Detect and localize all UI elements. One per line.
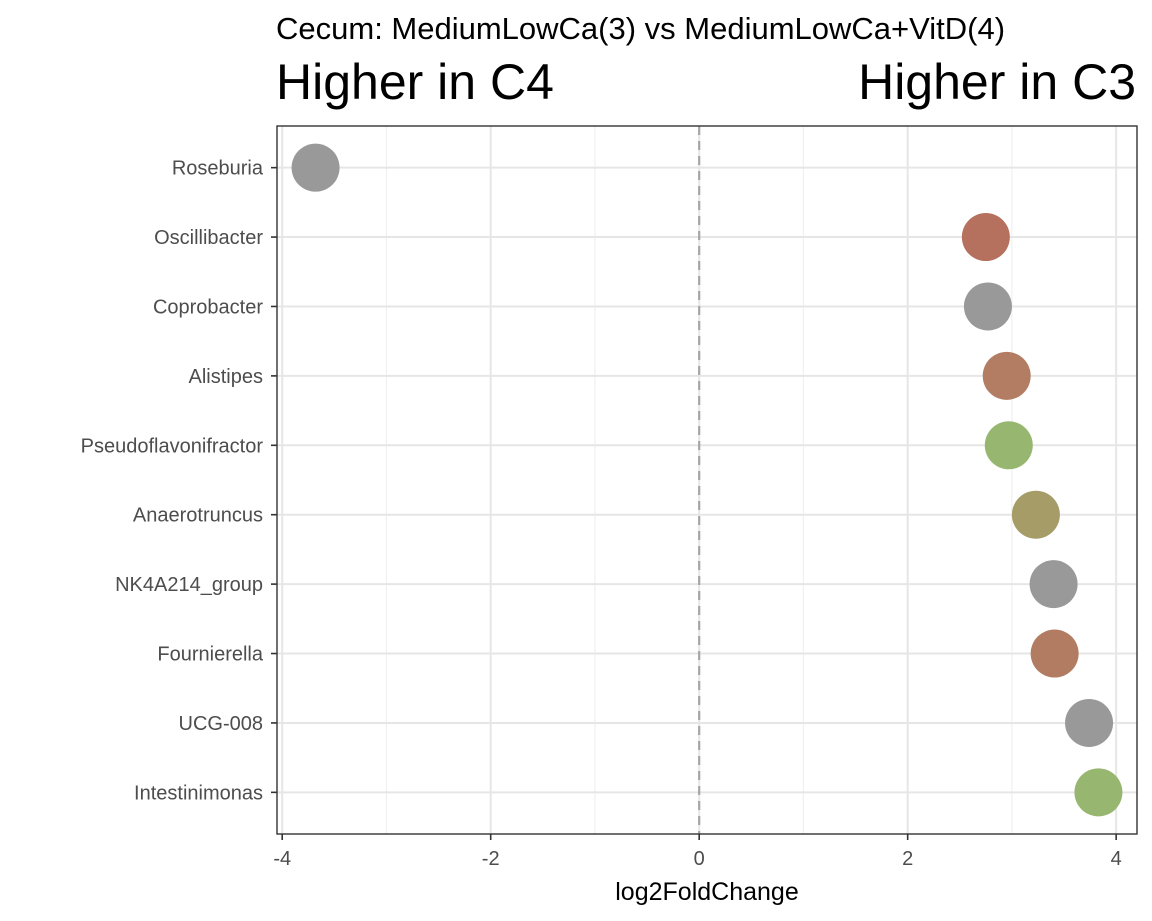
data-point: [1030, 629, 1079, 678]
data-point: [1011, 490, 1060, 539]
x-tick-label: 4: [1111, 848, 1122, 870]
chart-subtitle: Cecum: MediumLowCa(3) vs MediumLowCa+Vit…: [276, 11, 1006, 46]
y-tick-label: Pseudoflavonifractor: [81, 435, 264, 457]
y-tick-label: Alistipes: [189, 366, 263, 388]
y-tick-label: Roseburia: [172, 158, 264, 180]
x-tick-label: 0: [694, 848, 705, 870]
x-axis-title: log2FoldChange: [615, 878, 798, 906]
data-point: [961, 213, 1010, 262]
data-point: [984, 421, 1033, 470]
y-tick-label: NK4A214_group: [115, 574, 263, 596]
data-point: [1074, 768, 1123, 817]
y-tick-label: Anaerotruncus: [133, 505, 263, 527]
left-direction-label: Higher in C4: [276, 54, 554, 110]
data-point: [1029, 560, 1078, 609]
y-tick-label: UCG-008: [179, 713, 263, 735]
panel-border: [276, 125, 1138, 835]
y-tick-label: Oscillibacter: [154, 227, 263, 249]
x-tick-label: -4: [273, 848, 291, 870]
data-point: [982, 351, 1031, 400]
x-tick-label: -2: [482, 848, 500, 870]
x-tick-label: 2: [902, 848, 913, 870]
data-point: [963, 282, 1012, 331]
data-point: [1065, 698, 1114, 747]
y-tick-label: Intestinimonas: [134, 782, 263, 804]
data-point: [291, 143, 340, 192]
right-direction-label: Higher in C3: [858, 54, 1136, 110]
y-tick-label: Coprobacter: [153, 296, 263, 318]
y-tick-label: Fournierella: [157, 644, 263, 666]
